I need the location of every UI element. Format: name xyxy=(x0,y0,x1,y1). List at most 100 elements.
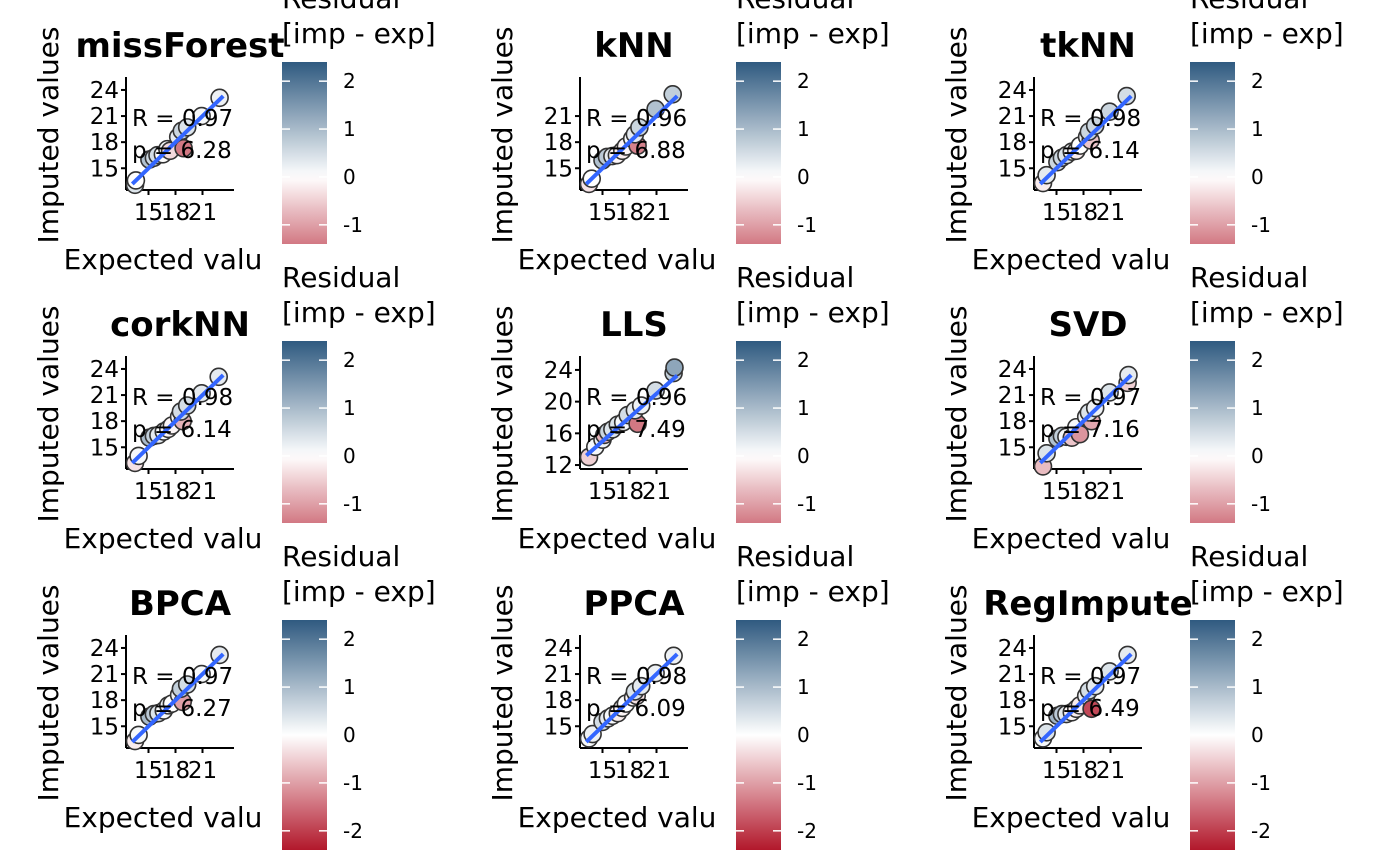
legend-tick-label: 2 xyxy=(343,348,356,372)
y-axis-title: Imputed values xyxy=(32,27,65,244)
legend-tick-label: 2 xyxy=(797,627,810,651)
legend-title: Residual xyxy=(282,261,400,294)
legend-subtitle: [imp - exp] xyxy=(282,575,436,608)
correlation-label: R = 0.96 xyxy=(586,385,687,411)
x-axis-title: Expected valu xyxy=(64,243,263,276)
x-tick-label: 18 xyxy=(615,479,644,505)
y-tick-label: 21 xyxy=(544,104,573,130)
legend-colorbar xyxy=(1190,341,1235,523)
x-tick-label: 21 xyxy=(188,200,217,226)
legend-tick-label: -2 xyxy=(797,819,817,843)
y-tick-label: 24 xyxy=(998,357,1027,383)
legend-tick-label: -1 xyxy=(797,492,817,516)
data-point xyxy=(646,381,665,400)
data-point xyxy=(177,675,197,694)
x-tick-label: 21 xyxy=(1096,758,1125,784)
legend-title: Residual xyxy=(736,261,854,294)
x-tick-label: 21 xyxy=(1096,200,1125,226)
legend-subtitle: [imp - exp] xyxy=(1190,17,1344,50)
legend-title: Residual xyxy=(282,540,400,573)
y-tick-label: 18 xyxy=(998,409,1027,435)
legend-tick-label: -1 xyxy=(1251,492,1271,516)
legend-tick-label: 0 xyxy=(797,165,810,189)
legend-colorbar xyxy=(736,341,781,523)
legend-subtitle: [imp - exp] xyxy=(282,17,436,50)
y-tick-label: 15 xyxy=(998,714,1027,740)
correlation-label: R = 0.98 xyxy=(586,664,687,690)
x-tick-label: 21 xyxy=(642,758,671,784)
correlation-label: R = 0.97 xyxy=(132,106,233,132)
y-tick-label: 18 xyxy=(544,130,573,156)
x-axis-title: Expected valu xyxy=(518,243,717,276)
x-tick-label: 15 xyxy=(1042,200,1071,226)
legend-tick-label: -1 xyxy=(797,771,817,795)
y-tick-label: 15 xyxy=(544,714,573,740)
legend-tick-label: -1 xyxy=(797,213,817,237)
legend-tick-label: -1 xyxy=(343,492,363,516)
legend-tick-label: 0 xyxy=(1251,165,1264,189)
legend-tick-label: 0 xyxy=(1251,444,1264,468)
panel-title: missForest xyxy=(75,26,284,66)
legend-tick-label: 2 xyxy=(343,69,356,93)
legend-tick-label: 1 xyxy=(343,675,356,699)
x-tick-label: 15 xyxy=(588,479,617,505)
y-axis-title: Imputed values xyxy=(486,306,519,523)
legend-title: Residual xyxy=(736,0,854,15)
y-tick-label: 18 xyxy=(90,409,119,435)
legend-tick-label: 0 xyxy=(343,165,356,189)
y-axis-title: Imputed values xyxy=(486,585,519,802)
legend-tick-label: 2 xyxy=(1251,69,1264,93)
x-axis-title: Expected valu xyxy=(64,801,263,834)
panel-title: RegImpute xyxy=(983,584,1193,624)
fit-line xyxy=(584,652,679,744)
y-axis-title: Imputed values xyxy=(486,27,519,244)
legend-title: Residual xyxy=(282,0,400,15)
y-tick-label: 18 xyxy=(998,130,1027,156)
x-tick-label: 18 xyxy=(161,758,190,784)
x-tick-label: 18 xyxy=(615,758,644,784)
y-axis-title: Imputed values xyxy=(940,27,973,244)
y-tick-label: 18 xyxy=(544,688,573,714)
legend-title: Residual xyxy=(736,540,854,573)
data-point xyxy=(1082,699,1101,719)
panel-title: tkNN xyxy=(1040,26,1136,66)
correlation-label: R = 0.97 xyxy=(1040,664,1141,690)
y-tick-label: 18 xyxy=(90,130,119,156)
p-value-label: p = 7.49 xyxy=(586,417,686,443)
legend-tick-label: 2 xyxy=(797,348,810,372)
x-axis-title: Expected valu xyxy=(972,522,1171,555)
x-tick-label: 18 xyxy=(615,200,644,226)
legend-tick-label: 1 xyxy=(343,117,356,141)
panel-title: kNN xyxy=(594,26,674,66)
x-tick-label: 21 xyxy=(642,479,671,505)
data-point xyxy=(1100,102,1119,122)
y-tick-label: 15 xyxy=(90,156,119,182)
y-tick-label: 20 xyxy=(544,390,573,416)
legend-subtitle: [imp - exp] xyxy=(1190,575,1344,608)
p-value-label: p = 6.27 xyxy=(132,696,232,722)
x-tick-label: 15 xyxy=(588,758,617,784)
legend-tick-label: -1 xyxy=(343,213,363,237)
legend-tick-label: 2 xyxy=(797,69,810,93)
correlation-label: R = 0.97 xyxy=(132,664,233,690)
x-tick-label: 15 xyxy=(134,479,163,505)
legend-colorbar xyxy=(736,62,781,244)
legend-colorbar xyxy=(282,341,327,523)
legend-tick-label: 2 xyxy=(343,627,356,651)
legend-title: Residual xyxy=(1190,540,1308,573)
data-point xyxy=(630,118,649,137)
legend-colorbar xyxy=(282,62,327,244)
fit-line xyxy=(1038,373,1133,465)
y-axis-title: Imputed values xyxy=(32,306,65,523)
y-tick-label: 15 xyxy=(998,435,1027,461)
fit-line xyxy=(130,94,225,186)
panel-title: BPCA xyxy=(129,584,232,624)
data-point xyxy=(1100,383,1119,402)
y-tick-label: 15 xyxy=(90,714,119,740)
data-point xyxy=(1100,662,1119,681)
